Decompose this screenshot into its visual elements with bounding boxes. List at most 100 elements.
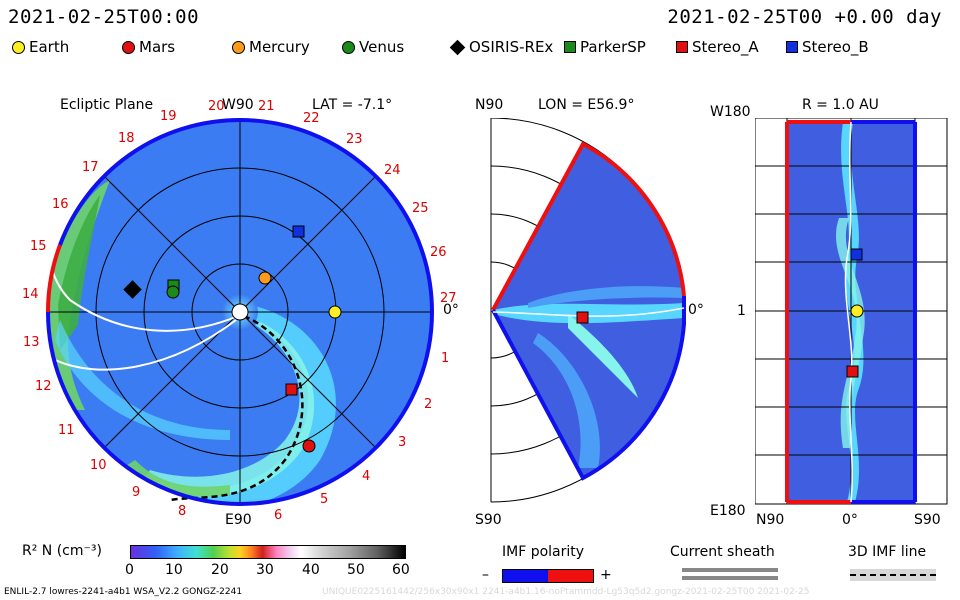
ecliptic-bottom-label: E90 [225,512,252,528]
imf-polarity-label: IMF polarity [502,544,585,560]
earth-marker [328,305,342,319]
mars-marker [302,439,316,453]
meridional-right-label: 0° [688,302,704,318]
imf-polarity-plus: + [600,567,612,583]
imf-line-swatch [850,569,936,581]
mars-marker-icon [122,40,135,54]
legend-osiris-rex: OSIRIS-REx [449,38,554,56]
legend-label: OSIRIS-REx [469,38,554,56]
imf-polarity-negative-bar [502,569,550,583]
legend-stereo-a: Stereo_A [676,38,759,56]
tick-1: 1 [441,351,449,366]
legend-label: Stereo_A [692,38,759,56]
radial-y-bottom: E180 [710,503,746,519]
tick-2: 2 [424,397,432,412]
legend-mars: Mars [122,38,175,56]
tick-14: 14 [22,287,39,302]
colorbar-label: R² N (cm⁻³) [22,543,102,559]
legend-label: Earth [29,38,70,56]
outer-ring-red [45,244,62,313]
meridional-panel [490,118,686,503]
colorbar-tick-20: 20 [211,562,229,578]
colorbar-tick-10: 10 [165,562,183,578]
meridional-stereo-a-marker [576,311,589,324]
stereo-b-marker-icon [786,41,798,53]
mercury-marker [258,271,272,285]
radial-stereo-b-marker [850,248,863,261]
tick-22: 22 [303,111,320,126]
osiris-rex-marker-icon [449,39,466,55]
legend-label: Mercury [249,38,310,56]
carrington-ticks: 1 2 3 4 5 6 8 9 10 11 12 13 14 15 16 17 … [22,99,457,523]
colorbar-tick-30: 30 [256,562,274,578]
tick-21: 21 [258,99,275,114]
tick-8: 8 [178,504,186,519]
tick-3: 3 [398,435,406,450]
radial-x-left: N90 [756,512,785,528]
ecliptic-plane-panel: 1 2 3 4 5 6 8 9 10 11 12 13 14 15 16 17 … [22,99,457,523]
legend-parkersp: ParkerSP [564,38,646,56]
footer-left: ENLIL-2.7 lowres-2241-a4b1 WSA_V2.2 GONG… [4,587,243,597]
tick-12: 12 [35,379,52,394]
radial-y-mid: 1 [737,303,746,319]
stereo-b-marker [292,225,305,238]
legend-mercury: Mercury [232,38,310,56]
tick-19: 19 [160,109,177,124]
colorbar-tick-60: 60 [392,562,410,578]
radial-y-top: W180 [710,104,751,120]
stereo-a-marker [285,383,298,396]
tick-27: 27 [440,291,457,306]
sun-icon [231,303,249,321]
meridional-lon: LON = E56.9° [538,97,635,113]
legend-stereo-b: Stereo_B [786,38,869,56]
tick-6: 6 [274,508,282,523]
imf-polarity-positive-bar [548,569,594,583]
stereo-a-marker-icon [676,41,688,53]
ecliptic-top-label: W90 [222,97,254,113]
legend-label: Venus [359,38,405,56]
tick-4: 4 [362,469,370,484]
footer-right: UNIQUE0225161442/256x30x90x1 2241-a4b1.1… [322,587,810,597]
datetime-left: 2021-02-25T00:00 [8,6,200,28]
legend-venus: Venus [342,38,404,56]
colorbar-tick-0: 0 [125,562,134,578]
current-sheath-label: Current sheath [670,544,775,560]
venus-marker [166,285,180,299]
tick-18: 18 [118,131,135,146]
tick-13: 13 [23,335,40,350]
radial-title: R = 1.0 AU [802,97,879,113]
colorbar-tick-50: 50 [347,562,365,578]
meridional-blue-edge [491,296,686,481]
ecliptic-lat: LAT = -7.1° [312,97,393,113]
radial-panel [755,118,948,505]
tick-10: 10 [90,458,107,473]
tick-26: 26 [430,245,447,260]
tick-25: 25 [412,201,429,216]
tick-23: 23 [346,132,363,147]
legend-label: ParkerSP [580,38,646,56]
outer-ring-blue [46,118,434,506]
field-lines [49,259,239,371]
tick-16: 16 [52,197,69,212]
imf-dashed-line [169,314,304,502]
current-sheath-line-2 [682,576,778,580]
tick-17: 17 [82,160,99,175]
osiris-rex-marker [123,280,142,299]
venus-marker-icon [342,40,355,54]
legend-label: Mars [139,38,176,56]
radial-x-mid: 0° [842,512,858,528]
datetime-right: 2021-02-25T00 +0.00 day [667,6,942,28]
legend-label: Stereo_B [802,38,869,56]
imf-line-label: 3D IMF line [848,544,927,560]
current-sheath-line-1 [682,568,778,572]
colorbar-tick-40: 40 [302,562,320,578]
meridional-red-edge [491,141,686,311]
tick-20: 20 [208,99,225,114]
ecliptic-right-label: 0° [443,302,459,318]
imf-polarity-minus: – [482,567,489,583]
earth-marker-icon [12,40,25,54]
legend-earth: Earth [12,38,69,56]
tick-15: 15 [30,239,47,254]
colorbar-gradient [130,545,406,559]
tick-11: 11 [58,423,75,438]
